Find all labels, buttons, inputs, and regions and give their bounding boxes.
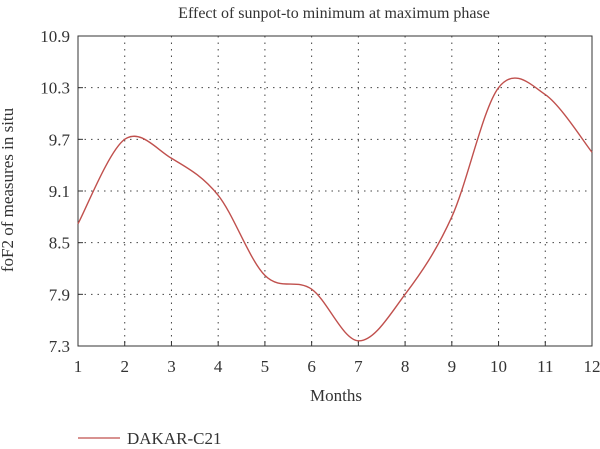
y-tick-labels: 7.3 7.9 8.5 9.1 9.7 10.3 10.9 xyxy=(40,27,70,356)
y-tick-label: 9.7 xyxy=(49,130,71,149)
x-tick-label: 6 xyxy=(307,357,316,376)
x-tick-label: 12 xyxy=(584,357,600,376)
x-axis-label: Months xyxy=(310,386,362,405)
y-tick-label: 7.3 xyxy=(49,337,70,356)
series-group xyxy=(77,77,593,342)
x-tick-label: 10 xyxy=(490,357,507,376)
series-line-dakar-c21 xyxy=(77,77,593,342)
x-tick-label: 4 xyxy=(214,357,223,376)
legend: DAKAR-C21 xyxy=(78,429,221,448)
x-tick-label: 11 xyxy=(537,357,553,376)
y-axis-label: foF2 of measures in situ xyxy=(0,107,17,272)
chart-title: Effect of sunpot-to minimum at maximum p… xyxy=(178,5,490,22)
y-tick-label: 9.1 xyxy=(49,182,70,201)
x-tick-label: 3 xyxy=(167,357,176,376)
grid-lines xyxy=(78,36,592,346)
x-tick-label: 8 xyxy=(401,357,410,376)
x-tick-label: 9 xyxy=(448,357,457,376)
legend-label: DAKAR-C21 xyxy=(127,429,221,448)
y-tick-label: 10.3 xyxy=(40,79,70,98)
y-tick-label: 8.5 xyxy=(49,234,70,253)
x-tick-label: 5 xyxy=(261,357,270,376)
axes xyxy=(77,35,593,347)
y-tick-label: 10.9 xyxy=(40,27,70,46)
x-tick-label: 7 xyxy=(354,357,363,376)
x-tick-label: 2 xyxy=(120,357,129,376)
x-tick-label: 1 xyxy=(74,357,83,376)
y-tick-label: 7.9 xyxy=(49,285,70,304)
x-tick-labels: 1 2 3 4 5 6 7 8 9 10 11 12 xyxy=(74,357,600,376)
